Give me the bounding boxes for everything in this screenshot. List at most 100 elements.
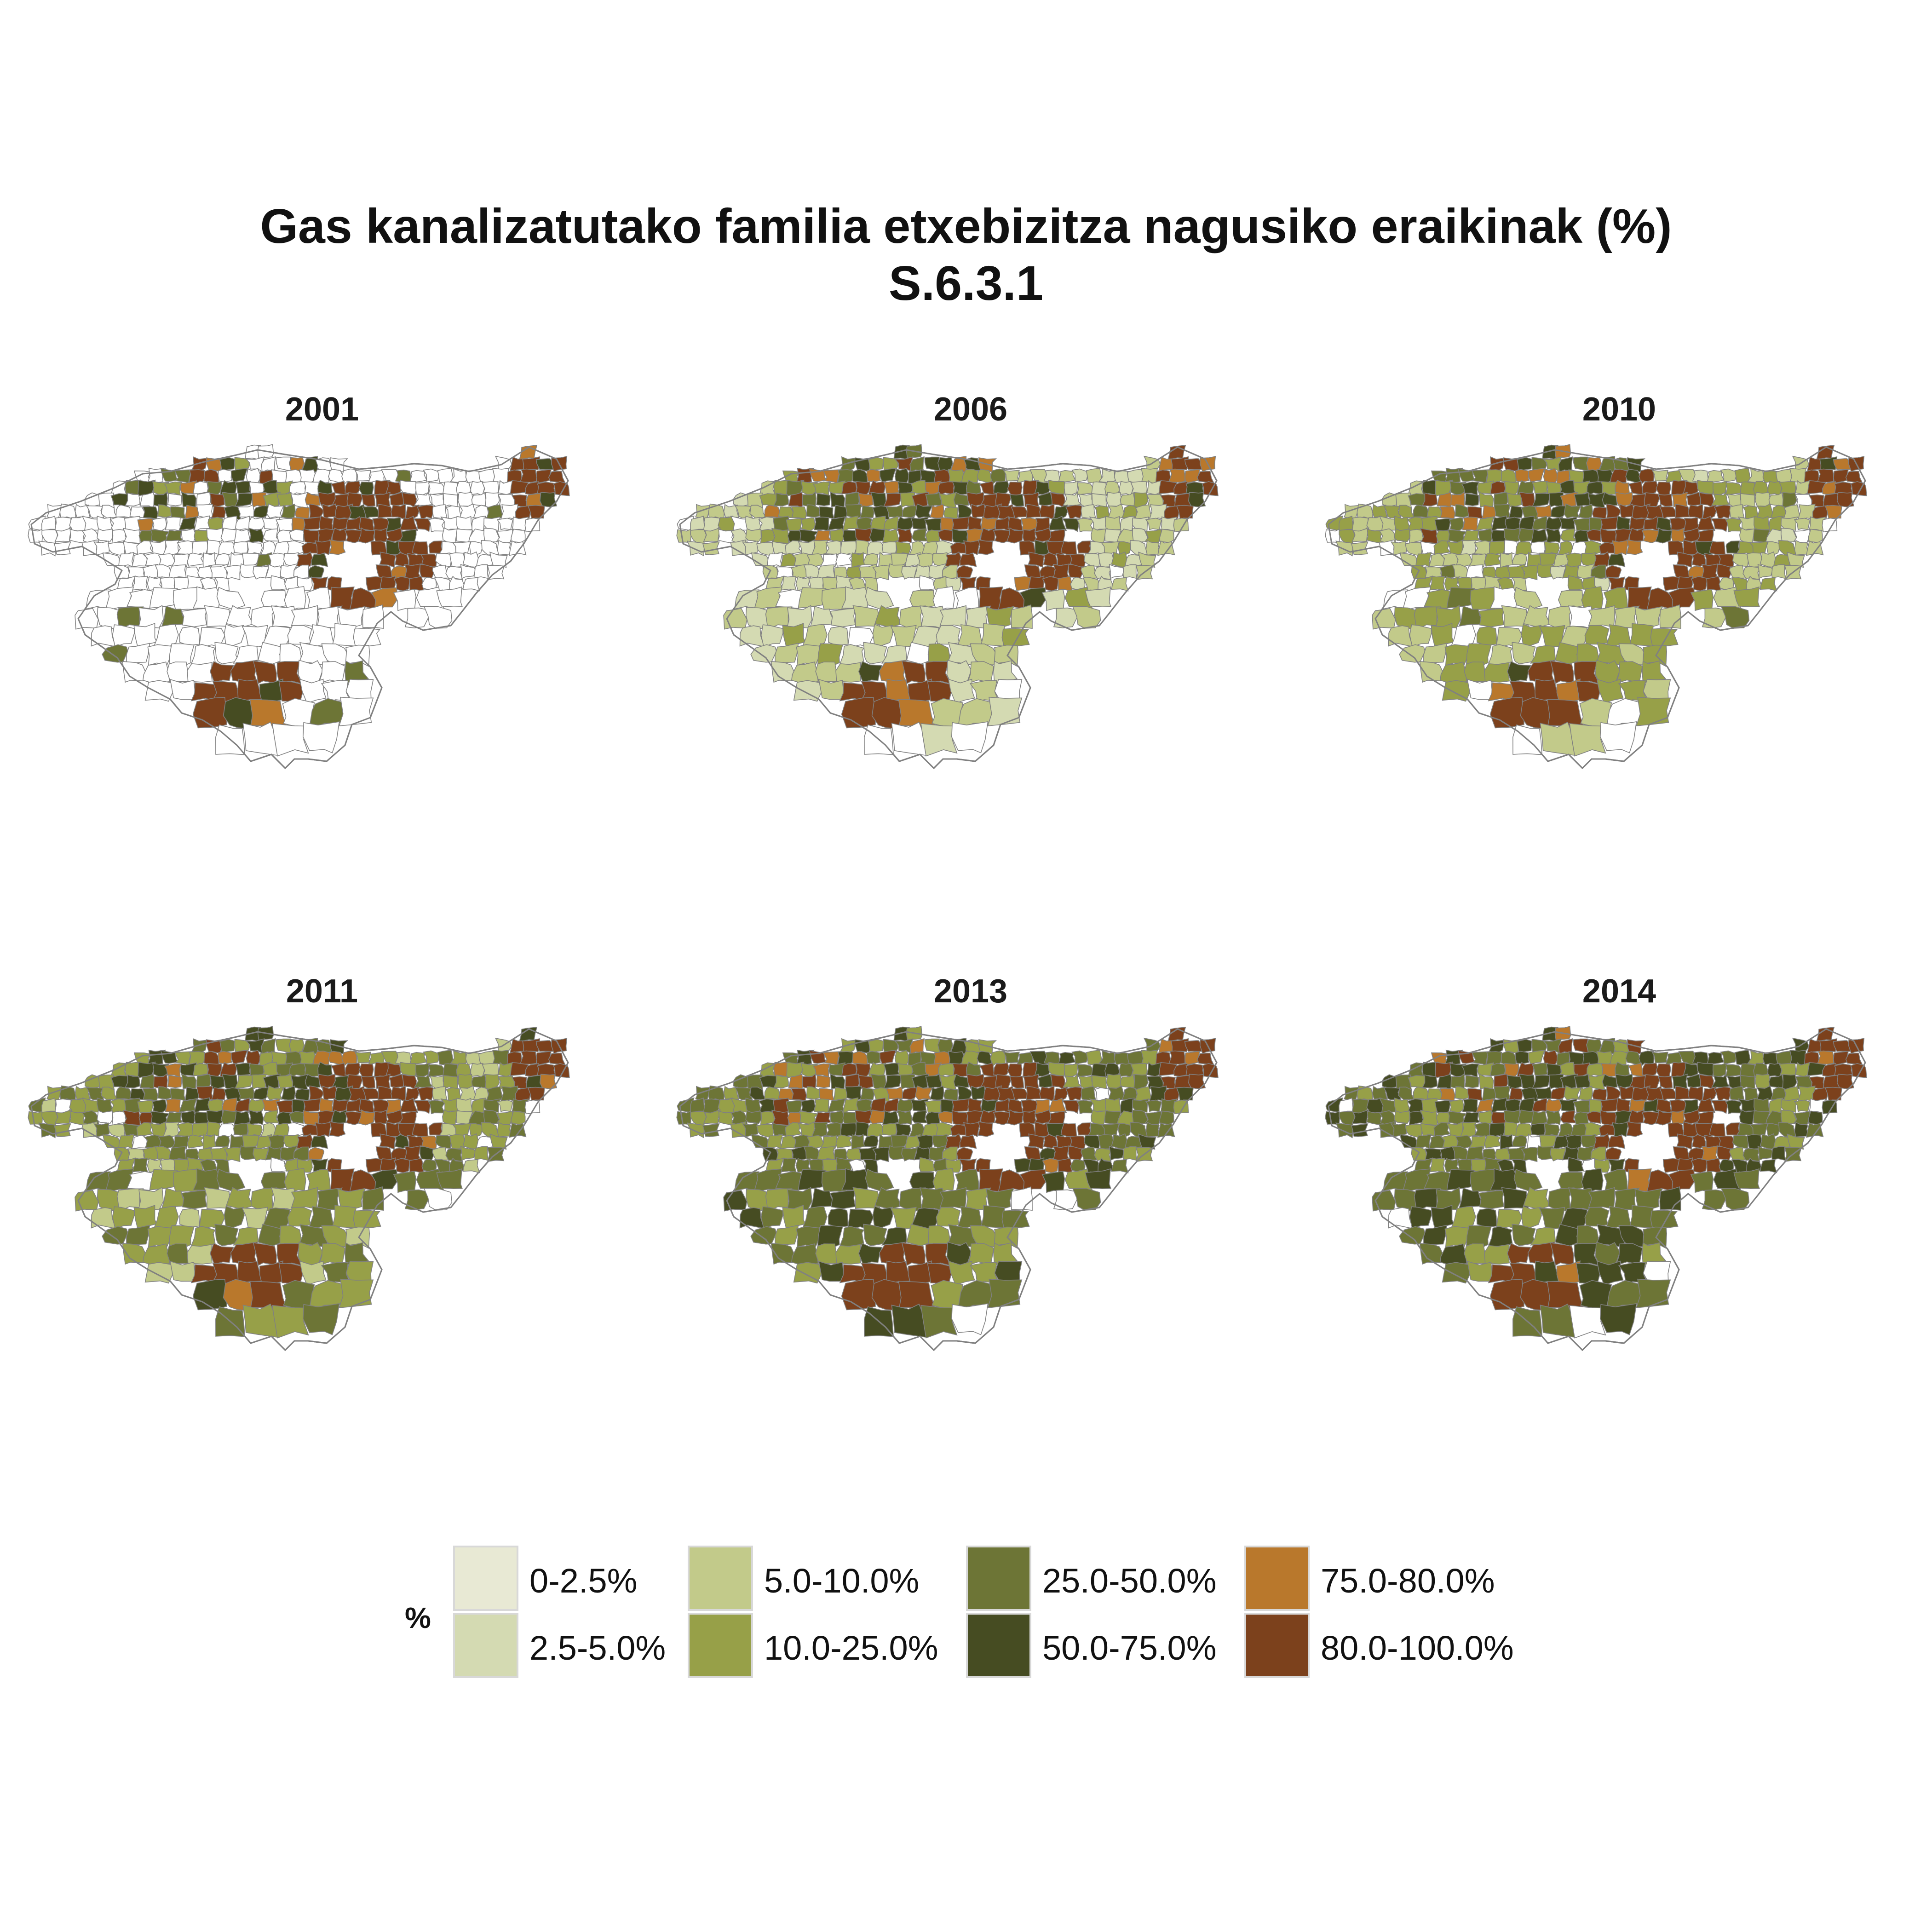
municipality-region [187,662,213,683]
municipality-region [745,1110,762,1125]
municipality-region [1691,552,1706,567]
municipality-region [251,1074,267,1090]
municipality-region [1569,723,1606,757]
municipality-region [1742,566,1761,580]
municipality-region [866,469,881,483]
municipality-region [152,517,167,532]
municipality-region [1467,506,1483,519]
municipality-region [357,527,376,544]
municipality-region [1615,479,1630,495]
municipality-region [112,1206,135,1230]
municipality-region [1806,1122,1824,1138]
municipality-region [1688,1085,1703,1102]
municipality-region [1596,1260,1624,1286]
municipality-region [1372,504,1388,518]
municipality-region [1685,492,1702,506]
municipality-region [1521,565,1538,581]
municipality-region [345,1242,369,1265]
municipality-region [1072,1188,1101,1211]
municipality-region [399,1098,419,1113]
municipality-region [302,721,340,753]
municipality-region [796,1226,820,1248]
municipality-region [791,661,819,684]
municipality-region [1543,540,1560,556]
municipality-region [920,723,958,757]
municipality-region [1076,482,1094,495]
choropleth-map [676,444,1219,770]
municipality-region [1706,470,1725,483]
municipality-region [253,1087,270,1100]
municipality-region [951,1098,970,1112]
municipality-region [1439,1088,1456,1101]
municipality-region [353,628,381,647]
municipality-region [1599,1303,1637,1335]
municipality-region [539,492,558,507]
municipality-region [314,539,334,556]
municipality-region [1048,480,1066,495]
municipality-region [1819,1038,1838,1052]
municipality-region [149,587,178,609]
municipality-region [1335,540,1354,557]
municipality-region [462,1159,480,1173]
legend-swatch [453,1546,518,1611]
municipality-region [1586,457,1602,472]
municipality-region [858,493,874,508]
municipality-region [1590,564,1606,579]
municipality-region [961,1050,979,1066]
municipality-region [345,1063,361,1076]
municipality-region [778,506,794,518]
map-panel-2001: 2001 [28,391,616,888]
municipality-region [1513,1168,1543,1192]
municipality-region [1720,606,1750,629]
municipality-region [1048,1062,1066,1077]
municipality-region [1065,1087,1083,1103]
municipality-region [1009,1075,1024,1089]
title-line-2: S.6.3.1 [889,256,1043,310]
municipality-region [54,1123,71,1137]
municipality-region [835,552,853,567]
municipality-region [929,1085,944,1101]
municipality-region [1506,1243,1531,1265]
municipality-region [209,661,234,683]
municipality-region [152,624,179,649]
municipality-region [1493,504,1511,519]
municipality-region [266,1085,284,1101]
municipality-region [775,643,799,663]
municipality-region [1478,1190,1505,1209]
municipality-region [1007,1064,1023,1077]
municipality-region [766,552,783,568]
municipality-region [1424,589,1453,609]
municipality-region [1658,494,1673,507]
municipality-region [224,1206,245,1230]
municipality-region [1107,1085,1125,1102]
municipality-region [1493,1086,1511,1101]
municipality-region [841,1063,857,1076]
municipality-region [944,1133,962,1150]
municipality-region [1428,552,1445,568]
municipality-region [771,528,789,544]
municipality-region [234,1110,251,1125]
municipality-region [371,1169,398,1194]
municipality-region [1739,1063,1756,1078]
municipality-region [1690,1158,1708,1173]
municipality-region [1047,516,1067,531]
municipality-region [956,565,973,579]
municipality-region [1465,493,1479,506]
municipality-region [409,470,427,483]
municipality-region [118,1133,135,1150]
municipality-region [1351,541,1368,555]
municipality-region [144,1262,174,1284]
municipality-region [353,1210,381,1229]
map-panel-2014: 2014 [1325,973,1914,1470]
municipality-region [986,606,1014,628]
municipality-region [522,1038,540,1052]
municipality-region [1795,480,1811,495]
municipality-region [361,1075,376,1089]
municipality-region [936,625,961,645]
municipality-region [980,1109,996,1124]
municipality-region [1188,492,1206,507]
municipality-region [966,479,981,495]
municipality-region [1117,541,1133,555]
municipality-region [1690,576,1708,592]
municipality-region [219,457,236,472]
